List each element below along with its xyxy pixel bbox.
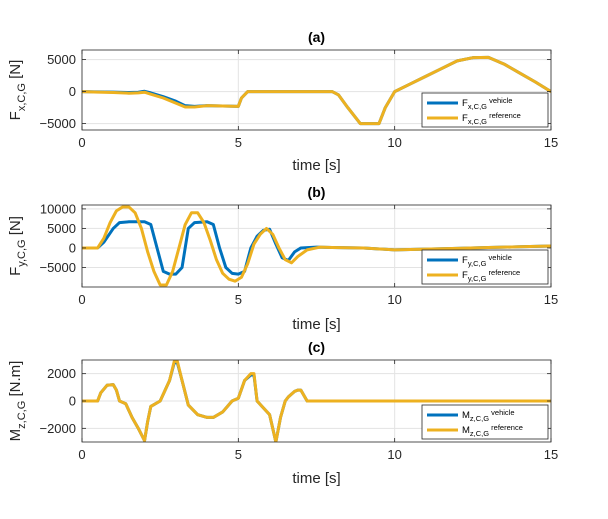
y-tick-label: 0	[69, 84, 76, 99]
x-axis-label: time [s]	[292, 316, 340, 333]
axes-box	[81, 204, 552, 288]
legend-box	[421, 92, 549, 128]
y-tick-label: 5000	[47, 221, 76, 236]
legend-entry-reference: Fx,C,G reference	[462, 111, 521, 126]
legend-entry-reference: Mz,C,G reference	[462, 423, 523, 438]
y-axis-label: Mz,C,G [N.m]	[7, 361, 28, 442]
x-axis-label: time [s]	[292, 157, 340, 174]
y-tick-label: 5000	[47, 52, 76, 67]
chart-panel-2: 0 5 10 15 −5000 0 5000 10000 (b) time [s] Fy,C,G […	[7, 184, 558, 333]
legend-entry-vehicle: Fx,C,G vehicle	[462, 96, 512, 111]
chart-title: (b)	[308, 184, 326, 200]
x-tick-label: 15	[544, 292, 558, 307]
legend-entry-vehicle: Mz,C,G vehicle	[462, 408, 515, 423]
x-tick-label: 10	[387, 447, 401, 462]
legend-box	[421, 249, 549, 285]
series-line-reference	[82, 55, 551, 126]
x-tick-label: 5	[235, 135, 242, 150]
x-tick-label: 0	[78, 447, 85, 462]
y-tick-label: −5000	[39, 260, 76, 275]
y-tick-label: 10000	[40, 201, 76, 216]
y-axis-label: Fy,C,G [N]	[7, 216, 28, 276]
x-tick-label: 5	[235, 447, 242, 462]
y-tick-label: 2000	[47, 366, 76, 381]
x-tick-label: 0	[78, 135, 85, 150]
axes-box	[81, 49, 552, 131]
y-tick-label: −5000	[39, 116, 76, 131]
series-line-reference	[82, 360, 551, 442]
y-tick-label: −2000	[39, 421, 76, 436]
legend-box	[421, 404, 549, 440]
chart-title: (c)	[308, 339, 325, 355]
series-line-reference	[82, 205, 551, 287]
y-tick-label: 0	[69, 240, 76, 255]
y-axis-label: Fx,C,G [N]	[7, 60, 28, 121]
x-tick-label: 5	[235, 292, 242, 307]
legend-entry-reference: Fy,C,G reference	[462, 268, 520, 283]
x-tick-label: 15	[544, 135, 558, 150]
chart-title: (a)	[308, 29, 325, 45]
x-axis-label: time [s]	[292, 470, 340, 487]
x-tick-label: 10	[387, 135, 401, 150]
legend-entry-vehicle: Fy,C,G vehicle	[462, 253, 512, 268]
x-tick-label: 10	[387, 292, 401, 307]
y-tick-label: 0	[69, 394, 76, 409]
x-tick-label: 15	[544, 447, 558, 462]
x-tick-label: 0	[78, 292, 85, 307]
